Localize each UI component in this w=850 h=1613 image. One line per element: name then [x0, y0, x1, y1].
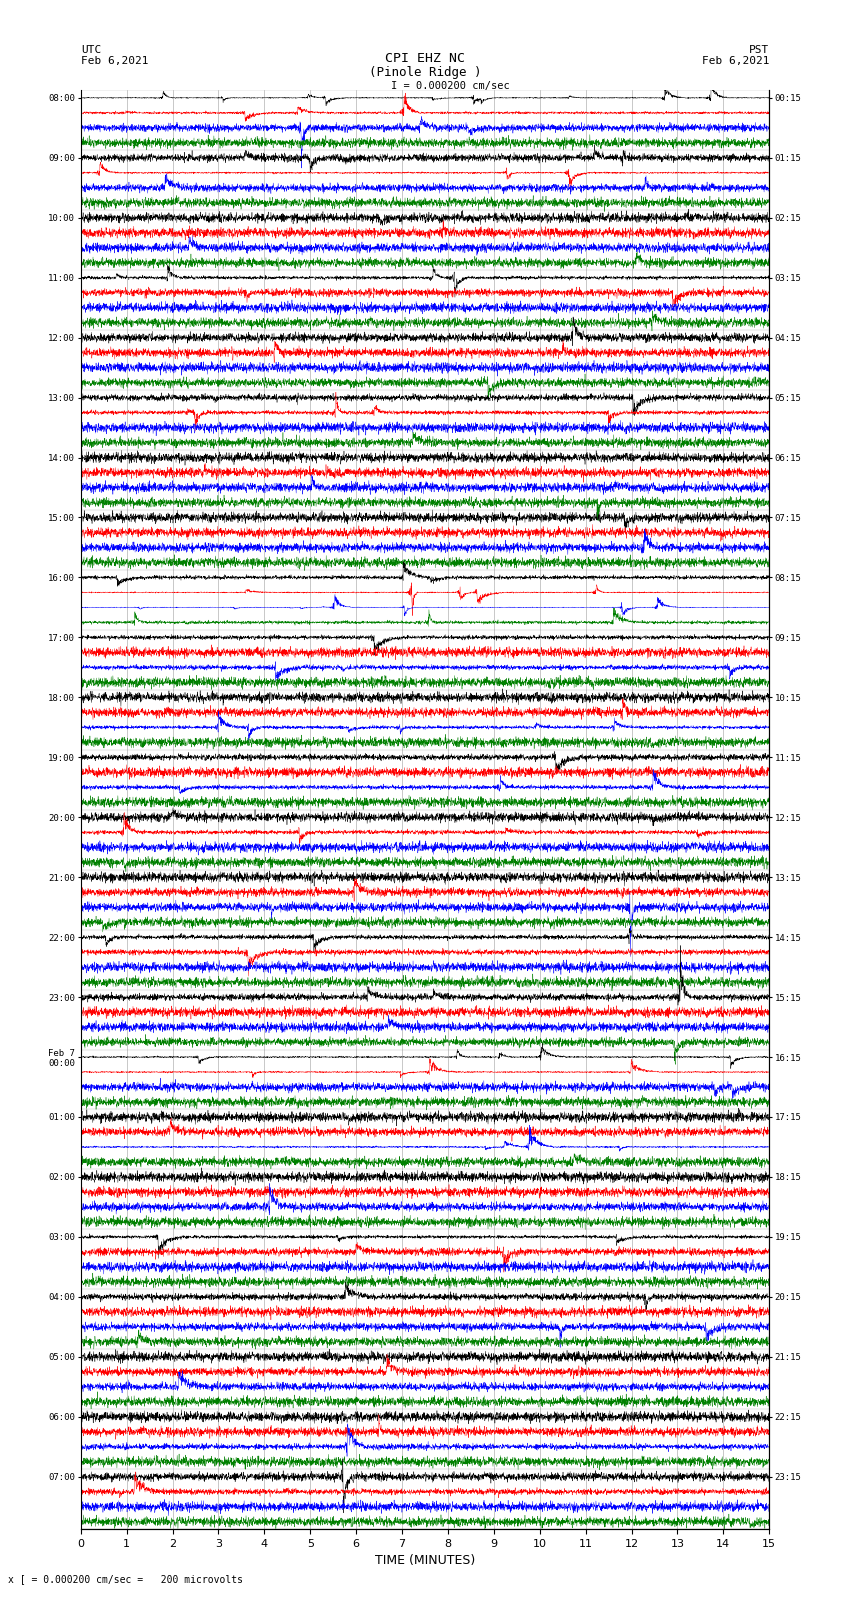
Text: PST: PST: [749, 45, 769, 55]
Text: I = 0.000200 cm/sec: I = 0.000200 cm/sec: [391, 81, 510, 90]
X-axis label: TIME (MINUTES): TIME (MINUTES): [375, 1555, 475, 1568]
Text: (Pinole Ridge ): (Pinole Ridge ): [369, 66, 481, 79]
Text: Feb 6,2021: Feb 6,2021: [81, 56, 148, 66]
Text: x [ = 0.000200 cm/sec =   200 microvolts: x [ = 0.000200 cm/sec = 200 microvolts: [8, 1574, 243, 1584]
Text: Feb 6,2021: Feb 6,2021: [702, 56, 769, 66]
Text: CPI EHZ NC: CPI EHZ NC: [385, 52, 465, 65]
Text: UTC: UTC: [81, 45, 101, 55]
